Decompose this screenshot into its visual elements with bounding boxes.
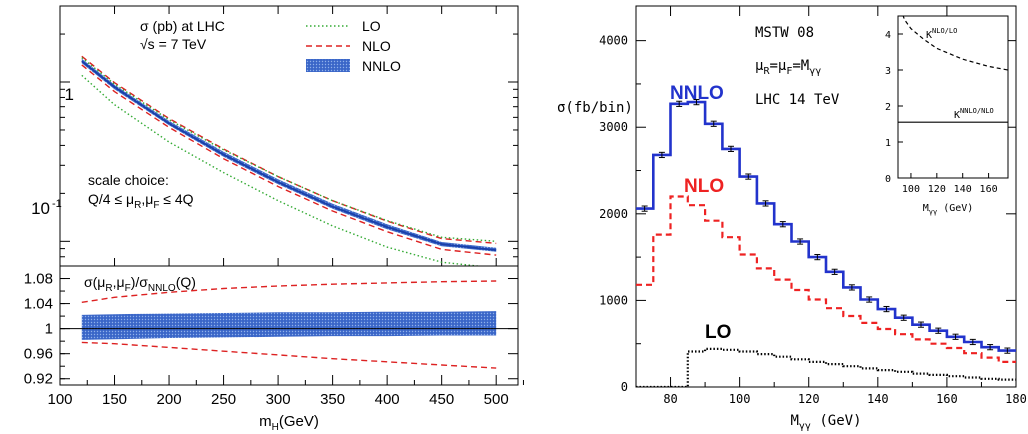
ratio-y-tick-label-1.04: 1.04 xyxy=(24,296,53,313)
main-y-tick-label-1000: 1000 xyxy=(599,293,628,307)
left-ratio-curves xyxy=(60,280,518,369)
main-y-tick-label-3000: 3000 xyxy=(599,120,628,134)
inset-x-tick-label-160: 160 xyxy=(980,184,998,195)
nlo-lower-line xyxy=(81,64,497,256)
ratio-nnlo-band xyxy=(81,311,497,340)
scale-choice-line-1: scale choice: xyxy=(88,172,169,188)
inset-x-tick-label-140: 140 xyxy=(954,184,972,195)
left-ratio-ticks: 0.92 0.96 1 1.04 1.08 100 150 200 250 300 350 400 45… xyxy=(24,271,524,408)
x-tick-label-400: 400 xyxy=(375,391,400,408)
nnlo-band xyxy=(81,58,497,252)
inset-frame xyxy=(897,15,1009,179)
x-tick-label-150: 150 xyxy=(102,391,127,408)
y-tick-label-1: 1 xyxy=(65,85,74,104)
ratio-nlo-lower-line xyxy=(81,341,497,369)
inset-y-tick-label-4: 4 xyxy=(885,30,891,41)
main-x-tick-label-180: 180 xyxy=(1005,392,1027,406)
nnlo-central-line xyxy=(81,60,497,252)
inset-x-tick-label-120: 120 xyxy=(928,184,946,195)
legend: LO NLO NNLO xyxy=(306,18,401,74)
x-tick-label-100: 100 xyxy=(47,391,72,408)
right-x-axis-title: Mγγ (GeV) xyxy=(790,413,861,432)
inset-y-tick-label-1: 1 xyxy=(885,138,891,149)
nlo-series-label: NLO xyxy=(684,176,724,197)
ratio-y-tick-label-0.96: 0.96 xyxy=(24,346,53,363)
inset-ticks: 0 1 2 3 4 100 120 140 160 xyxy=(885,30,998,195)
left-top-frame xyxy=(59,5,519,267)
main-y-tick-label-2000: 2000 xyxy=(599,207,628,221)
inset-y-tick-label-2: 2 xyxy=(885,102,891,113)
inset-y-tick-label-3: 3 xyxy=(885,66,891,77)
legend-nnlo-swatch xyxy=(306,59,350,72)
main-x-tick-label-80: 80 xyxy=(663,392,677,406)
main-text-line-1: MSTW 08 xyxy=(755,25,814,41)
lo-upper-line xyxy=(81,57,497,242)
ratio-label: σ(μR,μF)/σNNLO(Q) xyxy=(84,274,196,294)
scale-choice-line-2: Q/4 ≤ μR,μF ≤ 4Q xyxy=(88,191,194,211)
main-x-tick-label-100: 100 xyxy=(729,392,751,406)
left-x-axis-title: mH(GeV) xyxy=(259,413,319,433)
main-y-tick-label-0: 0 xyxy=(621,380,628,394)
left-ratio-panel: 0.92 0.96 1 1.04 1.08 100 150 200 250 300 350 400 45… xyxy=(24,265,524,433)
main-text-line-2: μR=μF=Mγγ xyxy=(755,58,821,77)
main-x-tick-label-140: 140 xyxy=(867,392,889,406)
inset-x-axis-title: Mγγ (GeV) xyxy=(923,203,974,216)
lo-histogram xyxy=(636,347,1016,387)
legend-nlo-label: NLO xyxy=(362,38,391,54)
ratio-y-tick-label-1.08: 1.08 xyxy=(24,271,53,288)
left-ratio-frame xyxy=(59,265,519,386)
inset-k-nlo-lo-line xyxy=(902,16,1008,71)
right-main-frame xyxy=(635,5,1017,388)
x-tick-label-350: 350 xyxy=(320,391,345,408)
nlo-histogram xyxy=(636,195,1016,363)
x-tick-label-450: 450 xyxy=(429,391,454,408)
legend-lo-label: LO xyxy=(362,18,381,34)
nnlo-series-label: NNLO xyxy=(670,83,724,104)
x-tick-label-300: 300 xyxy=(266,391,291,408)
inset-y-tick-label-0: 0 xyxy=(885,174,891,185)
right-main-curves xyxy=(636,99,1016,387)
x-tick-label-200: 200 xyxy=(157,391,182,408)
y-tick-label-exponent: -1 xyxy=(52,198,62,210)
y-tick-label-10: 10 xyxy=(31,199,50,218)
left-top-curves xyxy=(81,55,497,266)
left-title-line-2: √s = 7 TeV xyxy=(140,36,207,52)
inset-curves xyxy=(898,16,1008,123)
main-x-tick-label-160: 160 xyxy=(936,392,958,406)
left-title-line-1: σ (pb) at LHC xyxy=(140,18,225,34)
ratio-nlo-upper-line xyxy=(81,280,497,303)
nnlo-histogram xyxy=(636,100,1016,352)
x-tick-label-500: 500 xyxy=(484,391,509,408)
main-y-tick-label-4000: 4000 xyxy=(599,34,628,48)
main-x-tick-label-120: 120 xyxy=(798,392,820,406)
ratio-y-tick-label-1: 1 xyxy=(45,321,53,338)
left-top-ticks xyxy=(59,5,518,267)
lo-series-label: LO xyxy=(705,322,731,343)
right-y-axis-title: σ(fb/bin) xyxy=(557,100,633,116)
legend-nnlo-label: NNLO xyxy=(362,58,401,74)
nlo-upper-line xyxy=(81,55,497,245)
left-top-panel: 1 10 -1 σ (pb) at LHC √s = 7 TeV scale c… xyxy=(31,5,519,267)
ratio-y-tick-label-0.92: 0.92 xyxy=(24,371,53,388)
inset-x-tick-label-100: 100 xyxy=(902,184,920,195)
main-text-line-3: LHC 14 TeV xyxy=(755,92,840,108)
x-tick-label-250: 250 xyxy=(211,391,236,408)
